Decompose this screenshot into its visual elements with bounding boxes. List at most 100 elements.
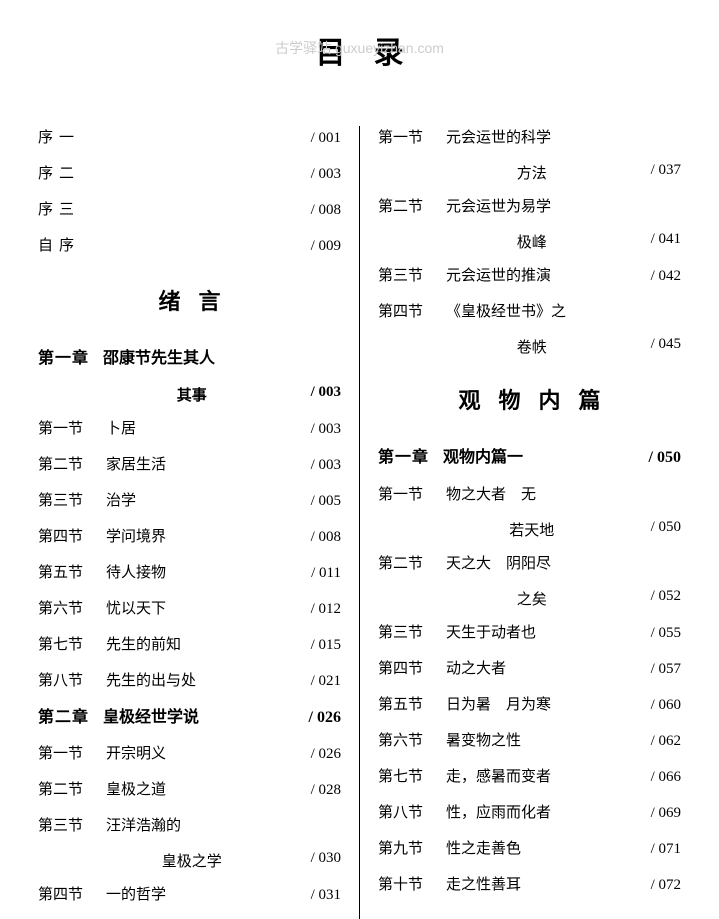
toc-entry: 第三节元会运世的推演/ 042: [378, 264, 681, 288]
toc-entry: 第一节开宗明义/ 026: [38, 742, 341, 766]
entry-title: 一的哲学: [92, 883, 301, 907]
entry-title: 先生的前知: [92, 633, 301, 657]
entry-label: 第五节: [378, 693, 432, 717]
toc-chapter: 第一章 邵康节先生其人: [38, 346, 341, 372]
entry-label: 第八节: [378, 801, 432, 825]
entry-title: 治学: [92, 489, 301, 513]
entry-title: 学问境界: [92, 525, 301, 549]
entry-page: / 041: [641, 231, 681, 252]
entry-title-cont: 皇极之学: [83, 850, 301, 871]
entry-page: / 003: [301, 384, 341, 405]
toc-entry: 第十节走之性善耳/ 072: [378, 873, 681, 897]
toc-entry: 第二节皇极之道/ 028: [38, 778, 341, 802]
entry-label: 第四节: [378, 300, 432, 324]
entry-label: 第三节: [378, 264, 432, 288]
entry-page: / 060: [641, 693, 681, 717]
entry-page: / 069: [641, 801, 681, 825]
chapter-label: 第一章: [378, 445, 429, 471]
toc-entry-cont: 第一节方法/ 037: [378, 162, 681, 183]
entry-page: / 066: [641, 765, 681, 789]
toc-entry: 第一节物之大者 无: [378, 483, 681, 507]
toc-entry: 第四节动之大者/ 057: [378, 657, 681, 681]
entry-page: / 052: [641, 588, 681, 609]
front-matter: 序一 / 001 序二 / 003 序三 / 008 自序 / 009: [38, 126, 341, 258]
chapter-title-cont: 其事: [83, 384, 301, 405]
entry-label: 第四节: [38, 525, 92, 549]
toc-entry: 第三节天生于动者也/ 055: [378, 621, 681, 645]
toc-entry: 序三 / 008: [38, 198, 341, 222]
entry-label: 第一节: [378, 483, 432, 507]
entry-title: 元会运世的推演: [432, 264, 641, 288]
toc-entry-cont: 第三节皇极之学/ 030: [38, 850, 341, 871]
toc-entry: 第二节家居生活/ 003: [38, 453, 341, 477]
entry-title-cont: 方法: [423, 162, 641, 183]
entry-label: 第十节: [378, 873, 432, 897]
entry-page: / 042: [641, 264, 681, 288]
entry-label: 第二节: [378, 552, 432, 576]
entry-page: / 028: [301, 778, 341, 802]
entry-label: 第三节: [38, 489, 92, 513]
entry-page: / 045: [641, 336, 681, 357]
entry-page: / 050: [639, 445, 681, 471]
entry-page: / 011: [301, 561, 341, 585]
entry-label: 第七节: [378, 765, 432, 789]
entry-label: 第六节: [38, 597, 92, 621]
entry-label: 第二节: [38, 453, 92, 477]
entry-title: 待人接物: [92, 561, 301, 585]
entry-page: / 031: [301, 883, 341, 907]
entry-title: 性之走善色: [432, 837, 641, 861]
entry-title: 家居生活: [92, 453, 301, 477]
entry-title: 汪洋浩瀚的: [92, 814, 341, 838]
chapter-title: 邵康节先生其人: [89, 346, 341, 372]
entry-page: / 055: [641, 621, 681, 645]
entry-label: 第八节: [38, 669, 92, 693]
entry-page: / 009: [301, 234, 341, 258]
entry-title: 物之大者 无: [432, 483, 681, 507]
entry-title-cont: 若天地: [423, 519, 641, 540]
chapter-sections: 第一节卜居/ 003 第二节家居生活/ 003 第三节治学/ 005 第四节学问…: [38, 417, 341, 693]
toc-entry: 第七节先生的前知/ 015: [38, 633, 341, 657]
toc-entry-cont: 第一节若天地/ 050: [378, 519, 681, 540]
entry-title: 暑变物之性: [432, 729, 641, 753]
toc-entry: 第五节待人接物/ 011: [38, 561, 341, 585]
entry-label: 第六节: [378, 729, 432, 753]
entry-title: 先生的出与处: [92, 669, 301, 693]
entry-page: / 005: [301, 489, 341, 513]
entry-page: / 003: [301, 417, 341, 441]
toc-entry-cont: 第二节极峰/ 041: [378, 231, 681, 252]
entry-title: 《皇极经世书》之: [432, 300, 681, 324]
entry-label: 第四节: [38, 883, 92, 907]
toc-entry-cont: 第四节卷帙/ 045: [378, 336, 681, 357]
entry-page: / 003: [301, 162, 341, 186]
toc-entry: 第八节先生的出与处/ 021: [38, 669, 341, 693]
chapter-title: 皇极经世学说: [89, 705, 299, 731]
toc-entry: 第五节日为暑 月为寒/ 060: [378, 693, 681, 717]
entry-title: 元会运世的科学: [432, 126, 681, 150]
toc-entry: 第九节性之走善色/ 071: [378, 837, 681, 861]
entry-title: 动之大者: [432, 657, 641, 681]
entry-page: / 015: [301, 633, 341, 657]
toc-columns: 序一 / 001 序二 / 003 序三 / 008 自序 / 009 绪言: [0, 126, 719, 919]
toc-entry: 第四节一的哲学/ 031: [38, 883, 341, 907]
entry-title: 忧以天下: [92, 597, 301, 621]
chapter-sections: 第一节物之大者 无 第一节若天地/ 050 第二节天之大 阴阳尽 第二节之矣/ …: [378, 483, 681, 897]
entry-title-cont: 极峰: [423, 231, 641, 252]
entry-page: / 072: [641, 873, 681, 897]
chapter-label: 第二章: [38, 705, 89, 731]
toc-entry-cont: 第二节之矣/ 052: [378, 588, 681, 609]
toc-chapter-cont: 第一章 其事 / 003: [38, 384, 341, 405]
entry-title: 走之性善耳: [432, 873, 641, 897]
entry-label: 自序: [38, 234, 96, 258]
entry-title-cont: 之矣: [423, 588, 641, 609]
chapter-sections: 第一节元会运世的科学 第一节方法/ 037 第二节元会运世为易学 第二节极峰/ …: [378, 126, 681, 357]
toc-entry: 第六节忧以天下/ 012: [38, 597, 341, 621]
chapter-sections: 第一节开宗明义/ 026 第二节皇极之道/ 028 第三节汪洋浩瀚的 第三节皇极…: [38, 742, 341, 907]
entry-label: 序二: [38, 162, 96, 186]
entry-label: 第一节: [38, 742, 92, 766]
entry-label: 序一: [38, 126, 96, 150]
entry-page: / 003: [301, 453, 341, 477]
entry-label: 第四节: [378, 657, 432, 681]
toc-chapter: 第一章 观物内篇一 / 050: [378, 445, 681, 471]
left-column: 序一 / 001 序二 / 003 序三 / 008 自序 / 009 绪言: [20, 126, 360, 919]
entry-page: / 012: [301, 597, 341, 621]
